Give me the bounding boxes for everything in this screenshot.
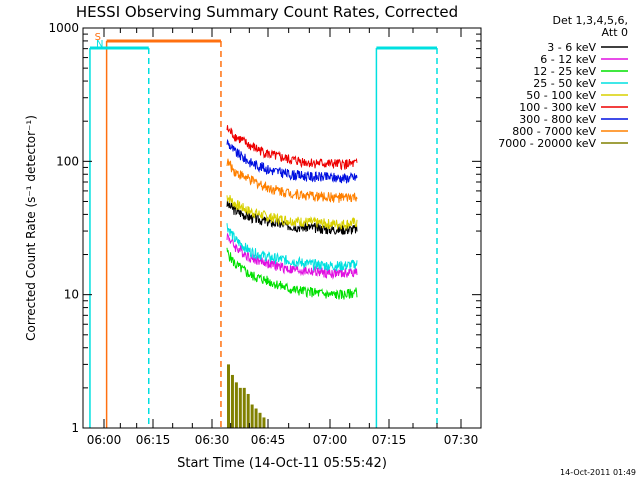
series-bar-7000-20000keV	[258, 412, 262, 428]
flag-label: N	[96, 39, 103, 50]
series-line-100-300keV	[226, 125, 358, 171]
plot-frame	[82, 27, 482, 429]
series-bar-7000-20000keV	[230, 374, 234, 428]
legend-entry-label: 300 - 800 keV	[519, 113, 596, 126]
x-tick-label: 06:30	[195, 433, 230, 447]
series-bar-7000-20000keV	[250, 404, 254, 428]
y-tick-label: 100	[56, 154, 79, 168]
legend-entry-label: 7000 - 20000 keV	[498, 137, 596, 150]
series-bar-7000-20000keV	[238, 387, 242, 428]
series-line-3-6keV	[226, 199, 358, 236]
legend-header-line-1: Det 1,3,4,5,6,	[552, 14, 628, 27]
y-axis-label: Corrected Count Rate (s⁻¹ detector⁻¹)	[24, 115, 38, 341]
y-tick-label: 10	[64, 288, 79, 302]
x-tick-label: 06:45	[251, 433, 286, 447]
series-bar-7000-20000keV	[234, 382, 238, 428]
legend-entry-label: 800 - 7000 keV	[512, 125, 596, 138]
x-tick-label: 07:30	[444, 433, 479, 447]
series-bar-7000-20000keV	[246, 393, 250, 428]
legend-entry-label: 3 - 6 keV	[547, 41, 596, 54]
series-bar-7000-20000keV	[254, 408, 258, 428]
series-line-50-100keV	[226, 195, 358, 231]
series-bar-7000-20000keV	[242, 387, 246, 428]
series-line-800-7000keV	[226, 158, 358, 203]
series-line-25-50keV	[226, 223, 358, 272]
series-line-300-800keV	[226, 138, 358, 184]
y-tick-label: 1000	[48, 21, 79, 35]
x-axis-label: Start Time (14-Oct-11 05:55:42)	[177, 456, 387, 471]
plot-timestamp: 14-Oct-2011 01:49	[560, 468, 636, 477]
x-tick-label: 07:00	[313, 433, 348, 447]
legend-entry-label: 100 - 300 keV	[519, 101, 596, 114]
x-tick-label: 06:00	[87, 433, 122, 447]
series-bar-7000-20000keV	[262, 417, 266, 428]
legend-entry-label: 12 - 25 keV	[533, 65, 596, 78]
legend-entry-label: 6 - 12 keV	[540, 53, 596, 66]
legend-header-line-2: Att 0	[602, 26, 628, 39]
series-line-6-12keV	[226, 233, 358, 280]
x-tick-label: 07:15	[372, 433, 407, 447]
legend-entry-label: 50 - 100 keV	[526, 89, 596, 102]
series-bar-7000-20000keV	[227, 364, 230, 428]
x-tick-label: 06:15	[136, 433, 171, 447]
series-line-12-25keV	[226, 247, 358, 300]
flag-label: S	[95, 32, 101, 43]
legend-entry-label: 25 - 50 keV	[533, 77, 596, 90]
y-tick-label: 1	[71, 421, 79, 435]
chart-title: HESSI Observing Summary Count Rates, Cor…	[76, 3, 458, 21]
